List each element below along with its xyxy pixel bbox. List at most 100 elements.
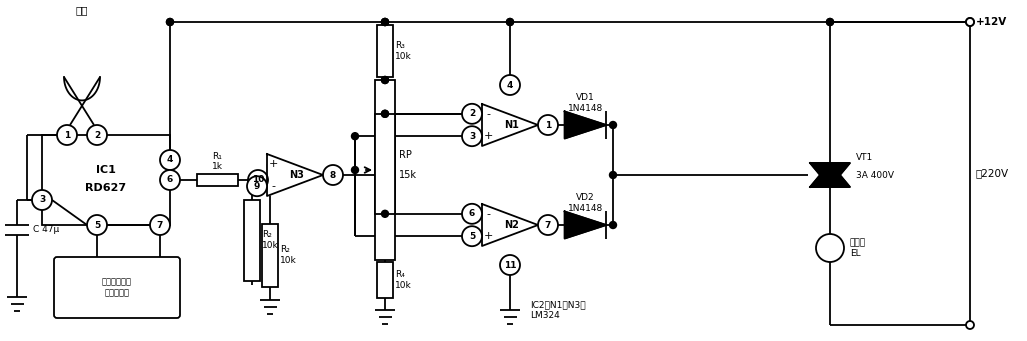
Circle shape (160, 170, 180, 190)
Bar (42, 135, 170, 225)
Circle shape (506, 18, 514, 26)
Circle shape (160, 150, 180, 170)
Circle shape (381, 76, 388, 84)
Text: R₂
10k: R₂ 10k (280, 245, 297, 265)
Bar (244, 199, 260, 281)
Circle shape (166, 18, 174, 26)
Text: 5: 5 (469, 232, 476, 241)
Polygon shape (267, 154, 324, 196)
Text: 1: 1 (545, 120, 551, 130)
Text: 6: 6 (469, 209, 476, 218)
Circle shape (506, 18, 514, 26)
Text: 1: 1 (64, 131, 70, 139)
Circle shape (381, 110, 388, 117)
Circle shape (351, 166, 358, 174)
Text: 3: 3 (39, 195, 45, 205)
Bar (197, 174, 237, 186)
Bar (262, 223, 278, 286)
Circle shape (827, 18, 834, 26)
Circle shape (248, 176, 267, 196)
Text: 10: 10 (252, 176, 264, 184)
Circle shape (538, 215, 558, 235)
Polygon shape (810, 163, 850, 187)
Text: 3: 3 (469, 132, 476, 141)
Text: 4: 4 (166, 155, 174, 164)
Text: N2: N2 (504, 220, 520, 230)
Text: 8: 8 (330, 170, 336, 179)
Text: 微波信号发射
和接收电路: 微波信号发射 和接收电路 (102, 278, 132, 297)
Circle shape (150, 215, 170, 235)
Text: R₂
10k: R₂ 10k (262, 230, 278, 250)
Text: RP: RP (400, 150, 412, 160)
Circle shape (462, 204, 482, 224)
Circle shape (462, 226, 482, 246)
Text: VD1
1N4148: VD1 1N4148 (568, 93, 603, 113)
Text: 4: 4 (506, 80, 514, 89)
Polygon shape (482, 104, 538, 146)
Circle shape (87, 125, 107, 145)
Circle shape (351, 133, 358, 140)
Circle shape (609, 121, 616, 129)
Circle shape (381, 18, 388, 26)
Text: 7: 7 (157, 221, 163, 229)
Text: -: - (486, 209, 490, 219)
Text: 7: 7 (544, 221, 551, 229)
Circle shape (248, 170, 268, 190)
Text: N3: N3 (290, 170, 304, 180)
Text: 5: 5 (93, 221, 100, 229)
Circle shape (58, 125, 77, 145)
Text: R₄
10k: R₄ 10k (395, 270, 412, 290)
Text: -: - (271, 181, 275, 191)
Text: 9: 9 (254, 182, 260, 191)
Circle shape (609, 172, 616, 178)
Circle shape (966, 18, 974, 26)
Circle shape (462, 126, 482, 146)
Circle shape (827, 18, 834, 26)
Polygon shape (565, 211, 606, 239)
Polygon shape (482, 204, 538, 246)
Circle shape (381, 110, 388, 117)
Text: IC1: IC1 (97, 165, 116, 175)
Circle shape (32, 190, 52, 210)
Text: R₁
1k: R₁ 1k (212, 152, 223, 171)
Text: +12V: +12V (976, 17, 1007, 27)
Bar (377, 25, 393, 77)
Text: VD2
1N4148: VD2 1N4148 (568, 193, 603, 213)
Text: 天线: 天线 (76, 5, 88, 15)
Text: VT1: VT1 (855, 152, 873, 162)
Circle shape (381, 18, 388, 26)
FancyBboxPatch shape (54, 257, 180, 318)
Circle shape (966, 321, 974, 329)
Text: N1: N1 (504, 120, 520, 130)
Text: R₃
10k: R₃ 10k (395, 41, 412, 61)
Circle shape (166, 18, 174, 26)
Text: 15k: 15k (400, 170, 417, 180)
Circle shape (816, 234, 844, 262)
Bar (377, 262, 393, 298)
Circle shape (966, 18, 974, 26)
Circle shape (381, 18, 388, 26)
Text: C 47μ: C 47μ (33, 225, 60, 235)
Circle shape (87, 215, 107, 235)
Circle shape (500, 75, 520, 95)
Text: +: + (268, 159, 277, 169)
Polygon shape (565, 112, 606, 138)
Circle shape (609, 222, 616, 228)
Text: 2: 2 (93, 131, 100, 139)
Circle shape (381, 76, 388, 84)
Text: RD627: RD627 (85, 183, 126, 193)
Text: 11: 11 (504, 261, 517, 269)
Text: 3A 400V: 3A 400V (855, 170, 893, 179)
Polygon shape (810, 163, 850, 187)
Text: +: + (484, 231, 493, 241)
Circle shape (462, 104, 482, 124)
Text: +: + (484, 131, 493, 141)
Text: ～220V: ～220V (976, 168, 1010, 178)
Bar (375, 114, 395, 214)
Circle shape (538, 115, 558, 135)
Circle shape (500, 255, 520, 275)
Bar (375, 80, 395, 260)
Text: IC2（N1～N3）
LM324: IC2（N1～N3） LM324 (530, 300, 585, 320)
Text: 照明灯
EL: 照明灯 EL (850, 238, 866, 258)
Circle shape (381, 210, 388, 217)
